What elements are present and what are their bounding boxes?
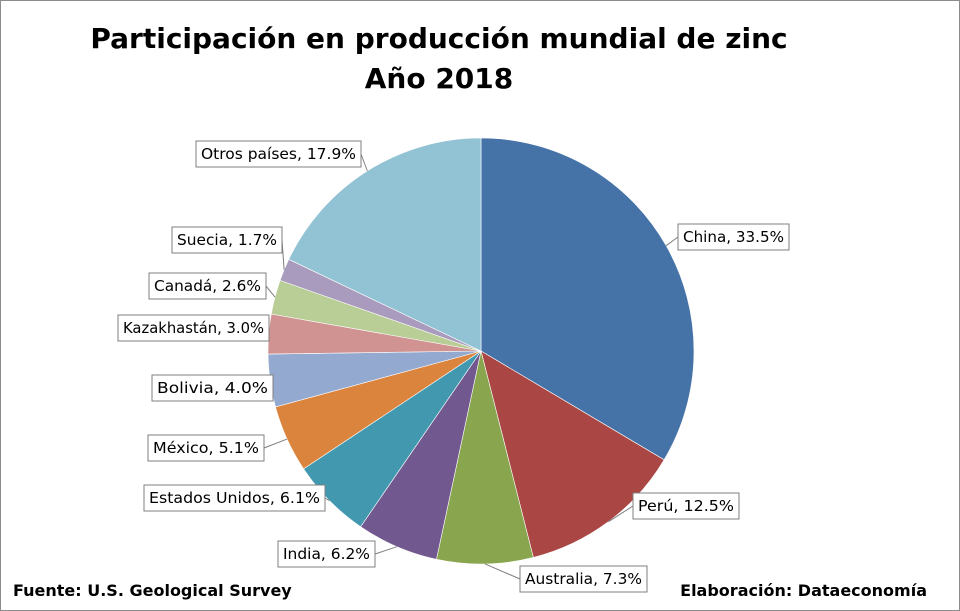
label-text: India, 6.2%	[283, 545, 370, 563]
data-label-méxico: México, 5.1%	[147, 434, 265, 462]
label-box	[677, 223, 790, 251]
data-label-otros-países: Otros países, 17.9%	[195, 140, 362, 168]
data-label-bolivia: Bolivia, 4.0%	[151, 374, 274, 402]
leader-line	[263, 438, 288, 449]
credit-note: Elaboración: Dataeconomía	[680, 581, 927, 600]
label-text: Australia, 7.3%	[525, 570, 642, 588]
label-box	[195, 140, 362, 168]
label-box	[143, 484, 326, 512]
label-text: Kazakhastán, 3.0%	[123, 319, 264, 337]
data-label-china: China, 33.5%	[677, 223, 790, 251]
label-box	[519, 565, 648, 593]
label-box	[632, 492, 740, 520]
label-box	[171, 226, 283, 254]
data-label-estados-unidos: Estados Unidos, 6.1%	[143, 484, 326, 512]
pie-slice-perú	[480, 350, 665, 558]
data-label-kazakhastán: Kazakhastán, 3.0%	[117, 314, 270, 342]
data-label-perú: Perú, 12.5%	[632, 492, 740, 520]
label-box	[151, 374, 274, 402]
chart-title-block: Participación en producción mundial de z…	[1, 19, 877, 99]
label-text: Canadá, 2.6%	[154, 277, 261, 295]
label-box	[117, 314, 270, 342]
label-box	[147, 434, 265, 462]
label-text: Otros países, 17.9%	[201, 145, 356, 163]
leader-line	[665, 236, 679, 247]
leader-line	[360, 153, 368, 172]
label-text: México, 5.1%	[153, 439, 259, 457]
data-label-canadá: Canadá, 2.6%	[148, 272, 267, 300]
source-note: Fuente: U.S. Geological Survey	[13, 581, 292, 600]
label-text: China, 33.5%	[683, 228, 784, 246]
pie-slice-china	[480, 137, 695, 461]
chart-subtitle: Año 2018	[364, 62, 514, 95]
label-text: Bolivia, 4.0%	[157, 379, 268, 397]
leader-line	[608, 505, 634, 523]
chart-title: Participación en producción mundial de z…	[90, 22, 788, 55]
label-box	[277, 540, 376, 568]
data-label-australia: Australia, 7.3%	[519, 565, 648, 593]
label-box	[148, 272, 267, 300]
data-label-india: India, 6.2%	[277, 540, 376, 568]
leader-line	[374, 546, 398, 555]
leader-line	[265, 285, 276, 298]
data-label-suecia: Suecia, 1.7%	[171, 226, 283, 254]
label-text: Perú, 12.5%	[638, 497, 734, 515]
label-text: Suecia, 1.7%	[177, 231, 277, 249]
label-text: Estados Unidos, 6.1%	[149, 489, 320, 507]
pie-slice-australia	[436, 350, 534, 565]
leader-line	[324, 497, 330, 501]
leader-line	[484, 563, 521, 580]
